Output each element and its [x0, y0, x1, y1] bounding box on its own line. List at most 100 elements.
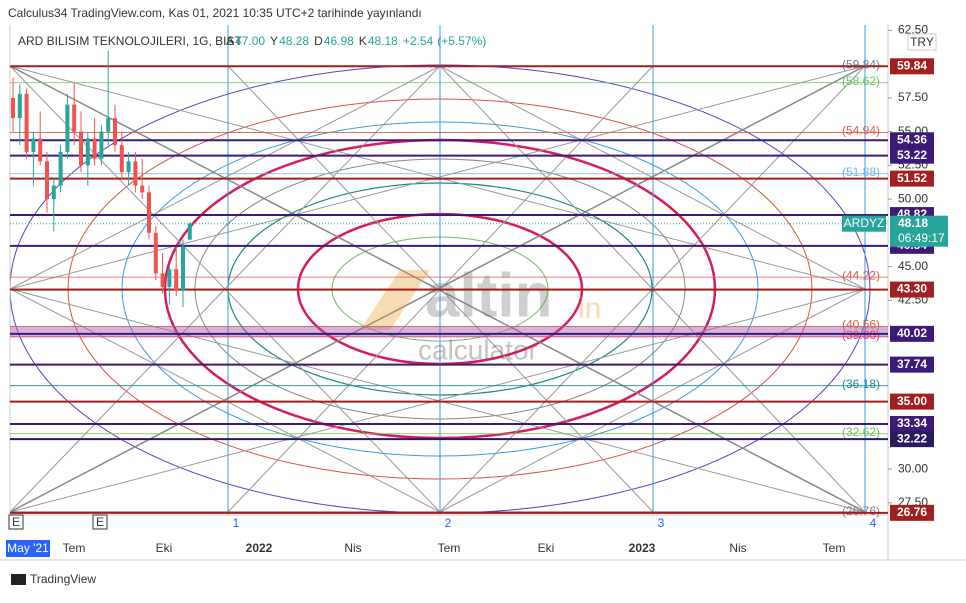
candle-body — [181, 246, 185, 291]
level-label: 51.52 — [897, 171, 927, 185]
ohlc-key: D — [314, 34, 323, 48]
candle-body — [167, 269, 172, 287]
fib-label: (26.76) — [842, 504, 880, 518]
level-label: 43.30 — [897, 282, 927, 296]
footer-logo — [11, 574, 26, 585]
candle-body — [24, 93, 29, 152]
watermark-suffix: in — [578, 292, 601, 325]
x-tick-label: Eki — [156, 541, 173, 555]
fib-label: (39.80) — [842, 328, 880, 342]
candle-body — [126, 161, 131, 173]
level-box — [890, 58, 934, 75]
level-box — [890, 416, 934, 433]
x-tick-label: Eki — [538, 541, 555, 555]
candle-body — [147, 192, 151, 233]
cycle-label: 2 — [445, 516, 452, 530]
fib-label: (32.62) — [842, 425, 880, 439]
ticker-box — [842, 215, 886, 232]
level-label: 54.36 — [897, 132, 927, 146]
x-tick-label: Tem — [823, 541, 846, 555]
level-box — [890, 170, 934, 187]
level-box — [890, 325, 934, 342]
candle-body — [38, 138, 43, 162]
level-box — [890, 147, 934, 164]
y-tick-label: 50.00 — [898, 191, 928, 205]
x-label-box — [6, 540, 50, 557]
x-tick-label: Nis — [729, 541, 746, 555]
y-tick-label: 30.00 — [898, 461, 928, 475]
candle-body — [92, 138, 97, 159]
cycle-label: 3 — [658, 516, 665, 530]
level-label: 40.02 — [897, 326, 927, 340]
ohlc-value: 48.28 — [279, 34, 309, 48]
fib-label: (40.56) — [842, 318, 880, 332]
candle-body — [79, 131, 83, 166]
watermark: altin in calculator — [360, 261, 601, 365]
event-marker: E — [96, 515, 104, 529]
level-label: 26.76 — [897, 505, 927, 519]
candle-body — [85, 138, 90, 166]
candle-body — [113, 118, 117, 146]
countdown: 06:49:17 — [898, 231, 945, 245]
candle-body — [160, 273, 165, 287]
candle-body — [58, 151, 63, 186]
candle-body — [99, 131, 104, 159]
candle-body — [65, 104, 70, 152]
last-price: 48.18 — [898, 216, 928, 230]
level-label: 59.84 — [897, 58, 927, 72]
event-marker-box — [92, 514, 108, 530]
cycle-label: 1 — [233, 516, 240, 530]
change-pct: (+5.57%) — [437, 34, 486, 48]
fib-label: (36.18) — [842, 377, 880, 391]
fib-label: (54.94) — [842, 124, 880, 138]
x-tick-label: Tem — [438, 541, 461, 555]
ohlc-value: 48.18 — [368, 34, 398, 48]
candle-body — [72, 104, 77, 132]
level-label: 35.00 — [897, 394, 927, 408]
level-label: 33.34 — [897, 416, 927, 430]
candle-body — [140, 185, 145, 193]
cycle-label: 4 — [870, 516, 877, 530]
last-price-box — [890, 215, 948, 247]
ohlc-value: 46.98 — [324, 34, 354, 48]
event-marker: E — [12, 515, 20, 529]
y-tick-label: 45.00 — [898, 259, 928, 273]
symbol: ARD BILISIM TEKNOLOJILERI, 1G, BIST — [18, 34, 243, 48]
watermark-brand: altin — [425, 261, 552, 330]
x-tick-label: Nis — [344, 541, 361, 555]
currency-box — [907, 33, 937, 51]
level-box — [890, 281, 934, 298]
y-tick-label: 62.50 — [898, 23, 928, 37]
candle-body — [153, 232, 158, 274]
candle-body — [51, 185, 56, 200]
publisher: Calculus34 TradingView.com, Kas 01, 2021… — [8, 6, 422, 20]
ohlc-value: 47.00 — [235, 34, 265, 48]
level-label: 53.22 — [897, 148, 927, 162]
y-tick-label: 57.50 — [898, 90, 928, 104]
ohlc-key: K — [359, 34, 367, 48]
currency: TRY — [910, 35, 934, 49]
level-box — [890, 132, 934, 149]
candle-body — [45, 161, 49, 200]
x-tick-label: 2023 — [629, 541, 656, 555]
candle-body — [31, 138, 36, 152]
change: +2.54 — [403, 34, 434, 48]
candle-body — [11, 97, 15, 119]
fib-label: (51.88) — [842, 165, 880, 179]
fib-label: (44.22) — [842, 268, 880, 282]
fib-label: (59.84) — [842, 57, 880, 71]
level-box — [890, 356, 934, 373]
level-box — [890, 504, 934, 521]
candle-body — [133, 161, 138, 186]
candle-body — [106, 118, 111, 132]
ticker: ARDYZ — [844, 216, 885, 230]
candle-body — [17, 93, 22, 119]
x-tick-label: Tem — [63, 541, 86, 555]
candle-body — [119, 145, 124, 173]
level-box — [890, 431, 934, 448]
fib-label: (58.62) — [842, 74, 880, 88]
candle-body — [174, 269, 179, 291]
